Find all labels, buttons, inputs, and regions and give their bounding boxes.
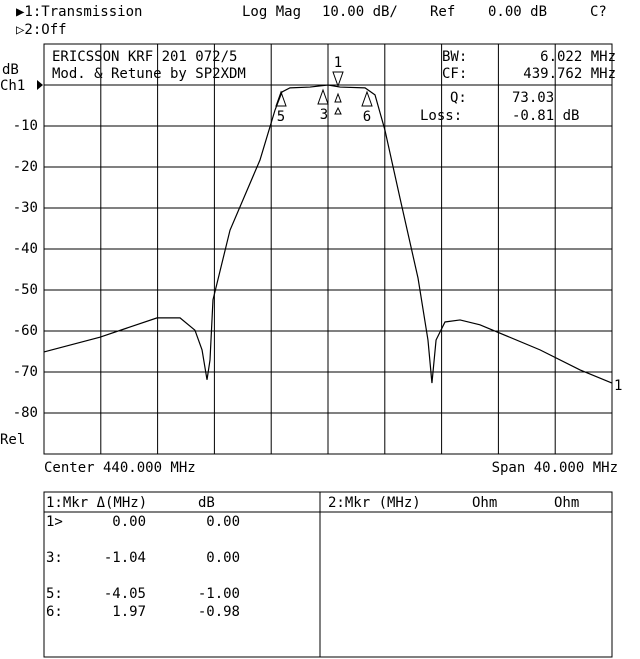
row-label: 3:: [46, 550, 63, 566]
marker-symbol: [332, 71, 344, 88]
row-db: -1.00: [198, 586, 240, 602]
marker-label: 3: [320, 107, 328, 123]
row-freq: -1.04: [104, 550, 146, 566]
y-tick-label: -30: [13, 200, 38, 216]
table-header: 2:Mkr (MHz): [328, 495, 421, 511]
row-freq: 1.97: [112, 604, 146, 620]
y-tick-label: -10: [13, 118, 38, 134]
rel-label: Rel: [0, 432, 25, 448]
table-rows: 1> 0.00 0.00 3: -1.04 0.00 5: -4.05 -1.00 6: 1.97 -…: [46, 514, 240, 620]
status: C?: [590, 4, 607, 20]
marker-table: [43, 491, 613, 658]
ref-value: 0.00 dB: [488, 4, 547, 20]
marker-symbol: [334, 106, 342, 115]
chart-title: ERICSSON KRF 201 072/5: [52, 49, 237, 65]
y-tick-label: -80: [13, 405, 38, 421]
row-db: 0.00: [206, 550, 240, 566]
marker-label: 1: [334, 55, 342, 71]
row-freq: -4.05: [104, 586, 146, 602]
marker-symbol: [317, 88, 329, 105]
stat-value: 439.762 MHz: [523, 66, 616, 82]
table-header: dB: [198, 495, 215, 511]
channel1: ▶1:Transmission: [16, 4, 142, 20]
stat-value: 73.03: [512, 90, 554, 106]
stat-label: Q:: [450, 90, 467, 106]
table-header: Ohm: [472, 495, 497, 511]
stat-label: BW:: [442, 49, 467, 65]
channel2: ▷2:Off: [16, 22, 67, 38]
ref: Ref: [430, 4, 455, 20]
markers: [275, 71, 373, 115]
format: Log Mag: [242, 4, 301, 20]
center-label: Center 440.000 MHz: [44, 460, 196, 476]
y-tick-label: -20: [13, 159, 38, 175]
channel-label: Ch1: [0, 78, 25, 94]
chart-subtitle: Mod. & Retune by SP2XDM: [52, 66, 246, 82]
ref-pointer: [37, 80, 43, 90]
row-freq: 0.00: [112, 514, 146, 530]
row-label: 5:: [46, 586, 63, 602]
marker-label: 6: [363, 109, 371, 125]
scale: 10.00 dB/: [322, 4, 398, 20]
y-label: dB: [2, 62, 19, 78]
row-db: 0.00: [206, 514, 240, 530]
grid: [44, 44, 612, 454]
stat-value: -0.81 dB: [512, 108, 579, 124]
y-tick-label: -40: [13, 241, 38, 257]
y-tick-label: -70: [13, 364, 38, 380]
marker-symbol: [361, 90, 373, 107]
marker-label: 5: [277, 109, 285, 125]
trace: [43, 84, 613, 384]
span-label: Span 40.000 MHz: [492, 460, 618, 476]
table-header: Ohm: [554, 495, 579, 511]
row-db: -0.98: [198, 604, 240, 620]
y-tick-label: -60: [13, 323, 38, 339]
stat-label: CF:: [442, 66, 467, 82]
row-label: 1>: [46, 514, 63, 530]
row-label: 6:: [46, 604, 63, 620]
marker-symbol: [334, 92, 342, 103]
stat-value: 6.022 MHz: [540, 49, 616, 65]
table-header: 1:Mkr Δ(MHz): [46, 495, 147, 511]
trace-label: 1: [614, 378, 622, 394]
y-tick-label: -50: [13, 282, 38, 298]
stat-label: Loss:: [420, 108, 462, 124]
